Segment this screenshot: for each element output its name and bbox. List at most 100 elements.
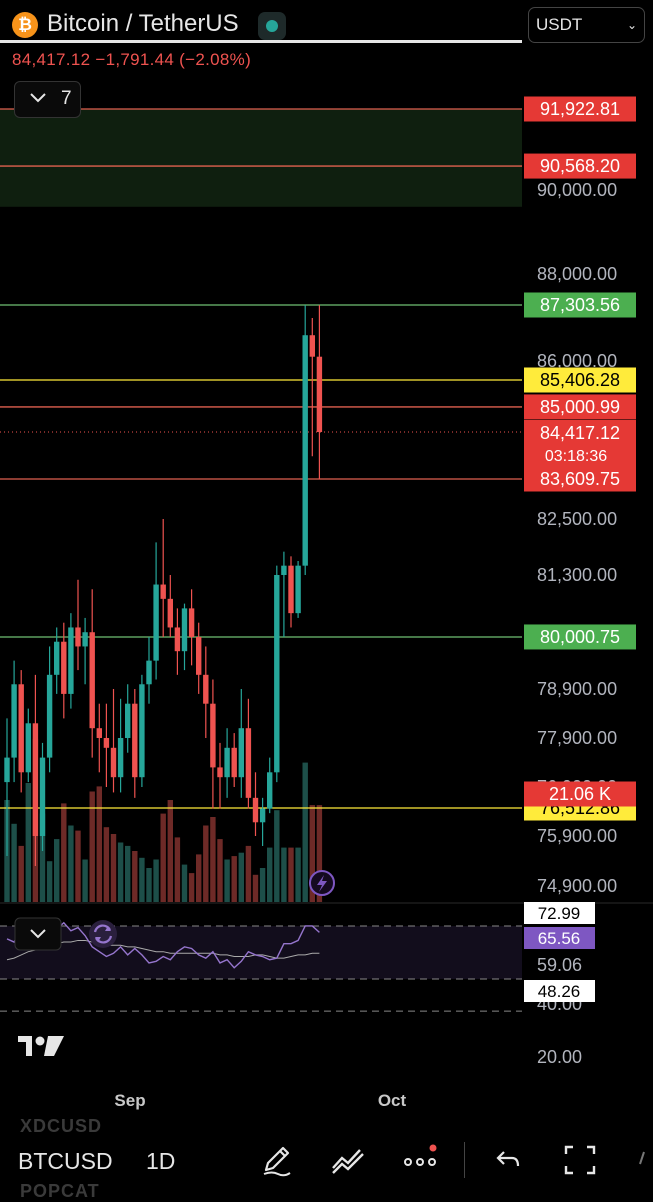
volume-bar <box>196 854 202 902</box>
candle <box>238 689 244 798</box>
candle <box>39 742 46 851</box>
volume-bar <box>267 847 273 902</box>
alert-lightning-icon[interactable] <box>309 870 335 896</box>
indicators-icon[interactable] <box>330 1142 366 1178</box>
volume-bar <box>259 868 266 902</box>
price-axis-tick: 77,900.00 <box>537 728 617 748</box>
price-axis-tick: 86,000.00 <box>537 351 617 371</box>
rsi-value-label-text: 48.26 <box>538 982 581 1001</box>
candle <box>11 660 17 783</box>
bitcoin-icon: ₿ <box>12 12 38 38</box>
currency-select[interactable]: USDT ⌄ <box>528 7 645 43</box>
candle <box>54 627 60 694</box>
candle-body <box>46 674 53 758</box>
price-line-label: 90,568.20 <box>524 153 636 179</box>
interval-button[interactable]: 1D <box>146 1148 176 1174</box>
volume-bar <box>54 839 60 902</box>
price-line-label-text: 80,000.75 <box>540 627 620 647</box>
volume-bar <box>274 810 280 902</box>
price-line-label-text: 85,406.28 <box>540 370 620 390</box>
candle-body <box>167 598 173 628</box>
undo-icon[interactable] <box>490 1142 526 1178</box>
candle <box>252 772 259 836</box>
next-toolbar-icon[interactable] <box>630 1142 653 1178</box>
volume-bar <box>75 830 81 902</box>
volume-bar <box>316 805 323 902</box>
draw-pencil-icon[interactable] <box>258 1142 294 1178</box>
volume-bar <box>61 803 67 902</box>
refresh-icon[interactable] <box>89 920 117 948</box>
candle <box>281 551 287 637</box>
candle-body <box>316 356 323 432</box>
volume-label-text: 21.06 K <box>549 784 611 804</box>
candle <box>196 622 202 694</box>
candle <box>139 674 145 787</box>
volume-bar <box>174 837 181 902</box>
candle-body <box>82 632 88 647</box>
watchlist-ghost-symbol[interactable]: POPCAT <box>20 1181 100 1201</box>
volume-bar <box>252 874 259 902</box>
rsi-value-label: 48.26 <box>524 980 595 1002</box>
candle <box>231 733 237 787</box>
candle <box>46 646 53 773</box>
symbol-title[interactable]: Bitcoin / TetherUS <box>47 10 239 37</box>
price-line-label: 80,000.75 <box>524 624 636 650</box>
candle-body <box>103 738 110 748</box>
candle-body <box>125 703 131 738</box>
watchlist-ghost-symbol[interactable]: XDCUSD <box>20 1116 103 1136</box>
market-status-icon[interactable] <box>258 12 286 40</box>
volume-bar <box>18 845 24 902</box>
candle-body <box>210 703 216 768</box>
candle <box>210 679 216 809</box>
candle-body <box>89 632 95 729</box>
price-line-label-text: 85,000.99 <box>540 397 620 417</box>
candle-body <box>11 684 17 758</box>
price-line-label-text: 83,609.75 <box>540 469 620 489</box>
candle <box>89 589 95 758</box>
candle <box>82 617 88 685</box>
volume-bar <box>238 852 244 902</box>
price-quote: 84,417.12 −1,791.44 (−2.08%) <box>12 50 252 69</box>
price-line-label-text: 87,303.56 <box>540 295 620 315</box>
fullscreen-icon[interactable] <box>562 1142 598 1178</box>
candle <box>117 698 124 793</box>
candle-body <box>96 728 102 738</box>
volume-label: 21.06 K <box>524 781 636 807</box>
volume-bar <box>25 783 31 902</box>
volume-bar <box>82 859 88 902</box>
candle-body <box>139 684 145 778</box>
candle-body <box>309 335 315 357</box>
symbol-header: ₿ Bitcoin / TetherUS USDT ⌄ 84,417.12 −1… <box>0 0 653 118</box>
candle-body <box>245 728 252 798</box>
indicators-collapse-button[interactable]: 7 <box>14 81 81 118</box>
price-line-label-text: 90,568.20 <box>540 156 620 176</box>
candle-body <box>75 627 81 647</box>
symbol-button[interactable]: BTCUSD <box>18 1148 113 1174</box>
candle-body <box>288 565 294 614</box>
rsi-collapse-button[interactable] <box>14 917 62 951</box>
price-chart[interactable]: 90,000.00 88,000.00 86,000.00 82,500.00 81,3… <box>0 0 653 1118</box>
candle <box>132 689 138 798</box>
candle <box>4 718 10 856</box>
volume-bar <box>68 825 74 902</box>
price-line-label: 85,000.99 <box>524 394 636 420</box>
candle <box>267 757 273 814</box>
price-axis-tick: 88,000.00 <box>537 264 617 284</box>
indicator-count: 7 <box>61 88 72 109</box>
price-line-label-text: 91,922.81 <box>540 99 620 119</box>
volume-bar <box>295 847 301 902</box>
more-icon[interactable] <box>403 1142 439 1178</box>
rsi-axis-tick: 59.06 <box>537 955 582 975</box>
rsi-value-label: 72.99 <box>524 902 595 924</box>
last-price-label: 84,417.12 03:18:36 <box>524 420 636 468</box>
volume-bar <box>224 859 230 902</box>
last-price-text: 84,417.12 <box>540 423 620 443</box>
candle <box>153 542 159 680</box>
candle <box>25 708 31 783</box>
status-dot <box>266 20 278 32</box>
bottom-toolbar: XDCUSD POPCAT BTCUSD 1D <box>0 1116 653 1201</box>
toolbar-divider <box>464 1142 465 1178</box>
candle <box>96 703 102 773</box>
candle-body <box>146 660 152 685</box>
volume-bar <box>167 800 173 902</box>
